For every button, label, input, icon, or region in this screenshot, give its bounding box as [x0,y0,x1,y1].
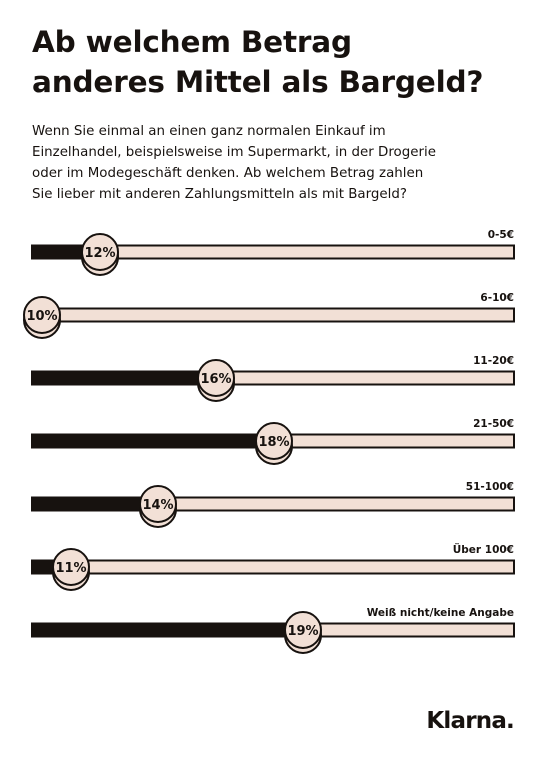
category-label: 0-5€ [488,229,514,241]
chart-title: Ab welchem Betrag anderes Mittel als Bar… [32,22,522,102]
chart-subtitle: Wenn Sie einmal an einen ganz normalen E… [32,121,522,205]
bar-track [31,559,515,575]
title-line: Ab welchem Betrag [32,25,352,59]
coin-marker [81,233,119,271]
value-label: 10% [26,309,57,324]
klarna-logo: Klarna. [426,708,514,734]
bar-fill [32,434,274,448]
coin-marker [284,611,322,649]
value-label: 11% [55,561,86,576]
category-label: 51-100€ [466,481,514,493]
category-label: Über 100€ [453,542,514,556]
coin-marker [197,359,235,397]
coin-marker [52,548,90,586]
category-label: 21-50€ [473,418,514,430]
title-line: anderes Mittel als Bargeld? [32,65,484,99]
value-label: 14% [142,498,173,513]
bar-fill [32,371,216,385]
value-label: 16% [200,372,231,387]
coin-marker [255,422,293,460]
category-label: 11-20€ [473,355,514,367]
subtitle-line: Sie lieber mit anderen Zahlungsmitteln a… [32,187,407,202]
category-label: 6-10€ [480,292,514,304]
bar-fill [32,623,303,637]
subtitle-line: Einzelhandel, beispielsweise im Supermar… [32,145,436,160]
coin-marker [23,296,61,334]
subtitle-line: oder im Modegeschäft denken. Ab welchem … [32,166,424,181]
category-label: Weiß nicht/keine Angabe [367,607,514,619]
value-label: 12% [84,246,115,261]
coin-marker [139,485,177,523]
bar-track [31,307,515,323]
subtitle-line: Wenn Sie einmal an einen ganz normalen E… [32,124,386,139]
bar-fill [32,497,158,511]
value-label: 18% [258,435,289,450]
value-label: 19% [287,624,318,639]
